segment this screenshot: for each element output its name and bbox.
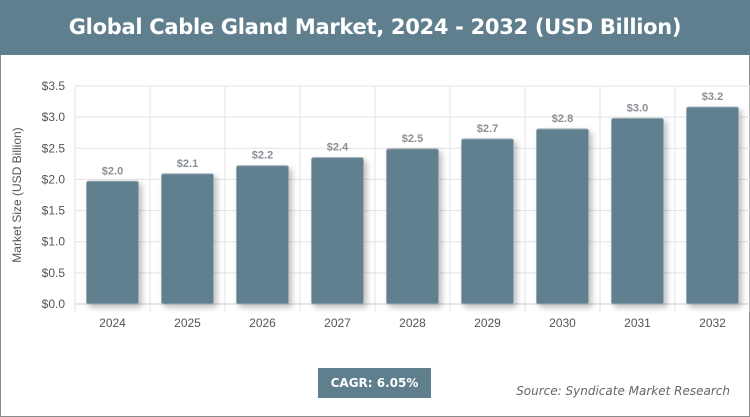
y-tick-label: $2.5 (42, 141, 66, 155)
data-label: $2.8 (552, 113, 573, 125)
y-tick-label: $0.5 (42, 266, 66, 280)
data-label: $2.4 (327, 142, 349, 154)
bar (461, 138, 514, 305)
data-label: $2.5 (402, 133, 423, 145)
bar (311, 157, 364, 305)
y-tick-label: $3.5 (42, 79, 66, 93)
bar (686, 106, 739, 305)
x-tick-label: 2028 (399, 316, 426, 330)
x-tick-label: 2026 (249, 316, 276, 330)
data-label: $3.2 (702, 91, 723, 103)
source-note: Source: Syndicate Market Research (516, 384, 730, 398)
y-tick-label: $0.0 (42, 297, 66, 311)
bar (611, 117, 664, 305)
x-tick-label: 2024 (99, 316, 126, 330)
cagr-badge: CAGR: 6.05% (318, 368, 431, 398)
data-label: $2.7 (477, 123, 498, 135)
y-tick-label: $1.0 (42, 235, 66, 249)
y-tick-label: $1.5 (42, 204, 66, 218)
bar (161, 173, 214, 305)
bar (536, 128, 589, 305)
data-label: $3.0 (627, 102, 648, 114)
y-tick-label: $2.0 (42, 172, 66, 186)
x-tick-label: 2032 (699, 316, 726, 330)
x-tick-label: 2025 (174, 316, 201, 330)
x-tick-label: 2031 (624, 316, 651, 330)
x-tick-label: 2030 (549, 316, 576, 330)
x-tick-label: 2029 (474, 316, 501, 330)
x-tick-label: 2027 (324, 316, 351, 330)
chart-title: Global Cable Gland Market, 2024 - 2032 (… (0, 0, 750, 55)
bar (86, 180, 139, 305)
data-label: $2.0 (102, 165, 123, 177)
data-label: $2.2 (252, 150, 273, 162)
y-axis-label: Market Size (USD Billion) (10, 127, 24, 262)
bar (386, 148, 439, 305)
y-tick-label: $3.0 (42, 110, 66, 124)
data-label: $2.1 (177, 158, 198, 170)
bar (236, 165, 289, 305)
